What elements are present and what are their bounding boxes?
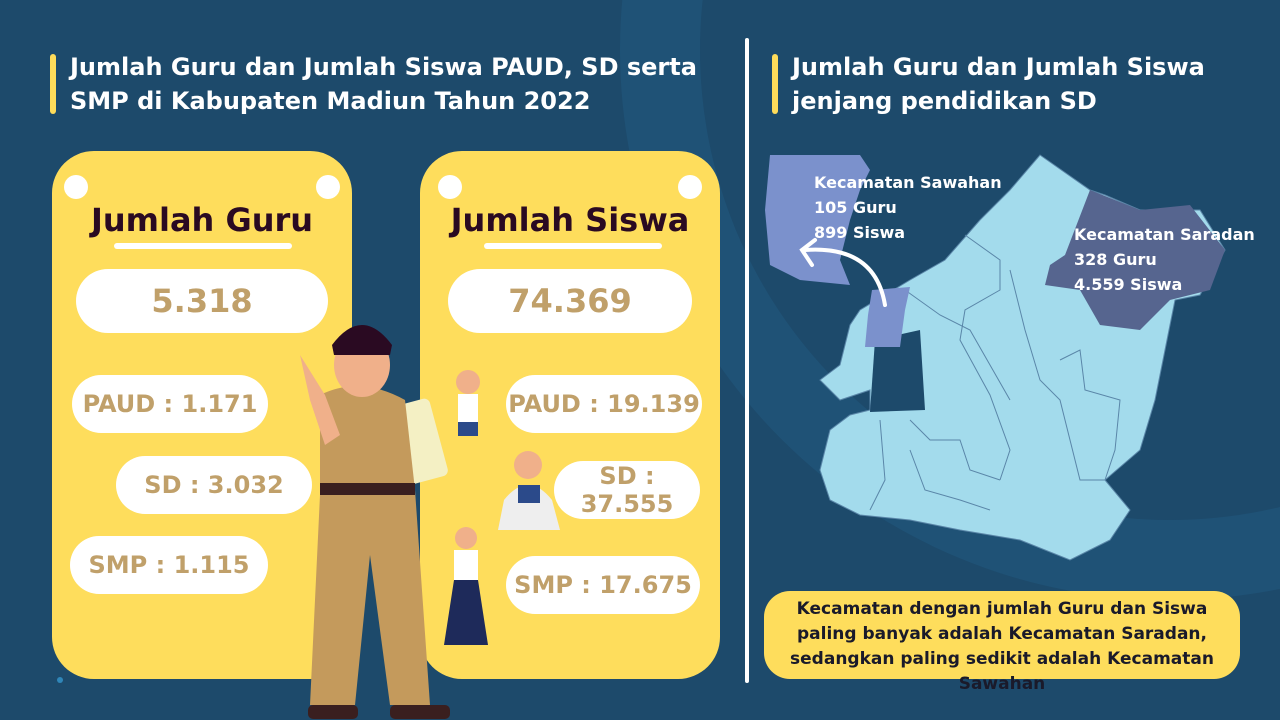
saradan-name: Kecamatan Saradan (1074, 225, 1255, 244)
siswa-total: 74.369 (448, 269, 692, 333)
sawahan-guru: 105 Guru (814, 198, 897, 217)
map-region-sawahan (765, 155, 870, 285)
right-title: Jumlah Guru dan Jumlah Siswa jenjang pen… (772, 50, 1212, 118)
map-region-saradan (1045, 190, 1225, 330)
card-hole (678, 175, 702, 199)
heading-underline (114, 243, 292, 249)
left-title: Jumlah Guru dan Jumlah Siswa PAUD, SD se… (50, 50, 710, 118)
sawahan-siswa: 899 Siswa (814, 223, 906, 242)
siswa-paud: PAUD : 19.139 (506, 375, 702, 433)
teacher-illustration (300, 325, 450, 719)
card-hole (438, 175, 462, 199)
map-region-sawahan-main (865, 287, 910, 347)
students-illustration (444, 370, 560, 645)
card-hole (316, 175, 340, 199)
guru-sd: SD : 3.032 (116, 456, 312, 514)
siswa-heading: Jumlah Siswa (450, 201, 690, 239)
sawahan-name: Kecamatan Sawahan (814, 173, 1002, 192)
saradan-guru: 328 Guru (1074, 250, 1157, 269)
heading-underline (484, 243, 662, 249)
guru-card: Jumlah Guru 5.318 PAUD : 1.171 SD : 3.03… (52, 151, 352, 679)
madiun-map (765, 154, 1226, 561)
siswa-sd: SD : 37.555 (554, 461, 700, 519)
guru-smp: SMP : 1.115 (70, 536, 268, 594)
siswa-smp: SMP : 17.675 (506, 556, 700, 614)
saradan-label: Kecamatan Saradan 328 Guru 4.559 Siswa (1074, 222, 1255, 297)
conclusion-note: Kecamatan dengan jumlah Guru dan Siswa p… (764, 591, 1240, 694)
card-hole (64, 175, 88, 199)
sawahan-label: Kecamatan Sawahan 105 Guru 899 Siswa (814, 170, 1002, 245)
saradan-siswa: 4.559 Siswa (1074, 275, 1183, 294)
guru-paud: PAUD : 1.171 (72, 375, 268, 433)
guru-heading: Jumlah Guru (90, 201, 314, 239)
divider (745, 38, 749, 683)
arrow-icon (799, 238, 887, 307)
guru-total: 5.318 (76, 269, 328, 333)
map-region-gap (870, 330, 925, 412)
